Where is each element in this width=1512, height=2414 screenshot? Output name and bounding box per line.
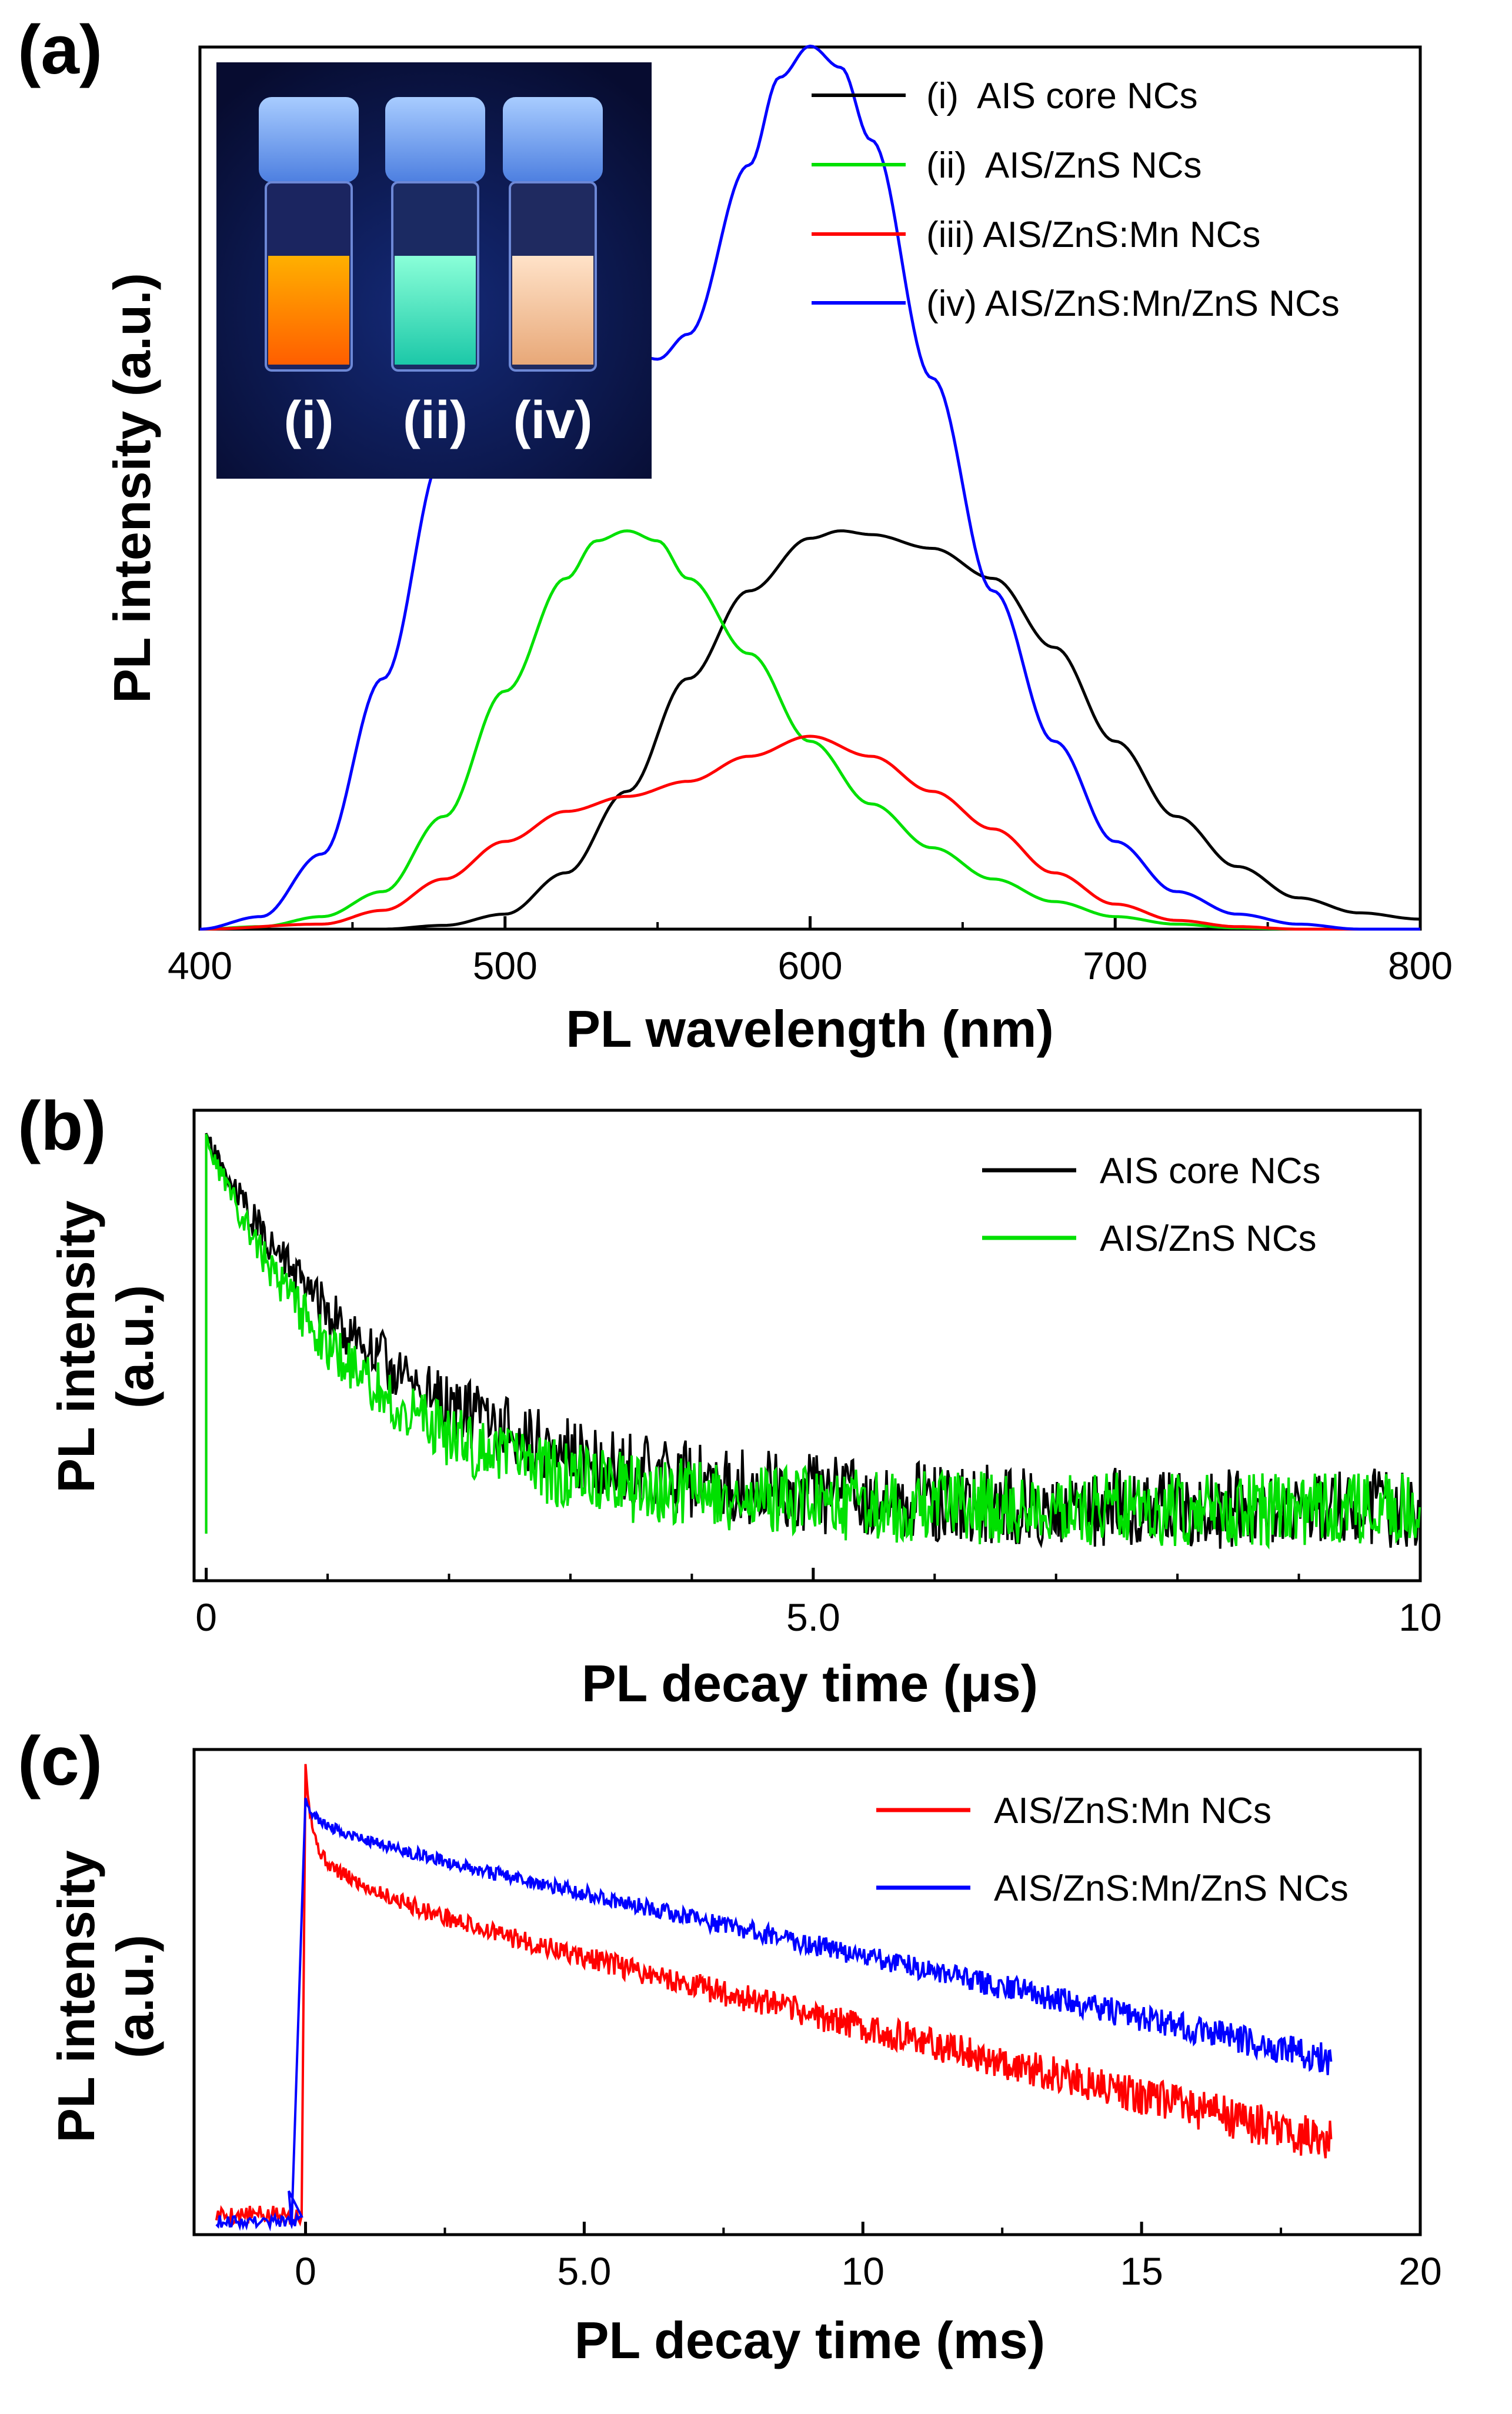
panel-b-x-tick-label: 0 xyxy=(195,1595,217,1639)
panel-a-x-tick-label: 600 xyxy=(777,944,842,987)
panel-b-x-tick-label: 5.0 xyxy=(786,1595,840,1639)
panel-a-legend: (i) AIS core NCs (ii) AIS/ZnS NCs (iii) … xyxy=(812,76,1340,324)
panel-c-x-tick-label: 5.0 xyxy=(558,2249,612,2293)
panel-a-x-tick-label: 500 xyxy=(473,944,538,987)
panel-a-series-line-0 xyxy=(200,529,1421,931)
panel-c-ylabel-line1: PL intensity xyxy=(47,1850,105,2142)
inset-label-i: (i) xyxy=(284,391,334,450)
panel-c-x-tick-labels: 0 5.0 10 15 20 xyxy=(295,2249,1442,2293)
panel-c-label: (c) xyxy=(18,1722,102,1800)
panel-a-series-line-2 xyxy=(200,734,1420,931)
panel-b-series-line-1 xyxy=(205,1134,1421,1550)
panel-a: (a) 400 500 600 700 800 PL wavelength (nm) P… xyxy=(18,11,1453,1058)
panel-c-x-tick-label: 10 xyxy=(842,2249,884,2293)
legend-a-label-i: (i) AIS core NCs xyxy=(926,76,1198,116)
panel-b-x-tick-label: 10 xyxy=(1398,1595,1441,1639)
panel-a-x-tick-labels: 400 500 600 700 800 xyxy=(168,944,1453,987)
panel-b-series-line-0 xyxy=(205,1133,1421,1549)
panel-c: (c) 0 5.0 10 15 20 PL decay time (ms) PL int… xyxy=(18,1722,1442,2369)
legend-a-label-iii: (iii) AIS/ZnS:Mn NCs xyxy=(926,215,1260,255)
vial-iv xyxy=(503,97,603,372)
panel-b-plot-frame xyxy=(192,1108,1422,1582)
panel-b-series xyxy=(205,1133,1421,1550)
legend-c-label-0: AIS/ZnS:Mn NCs xyxy=(994,1791,1271,1831)
panel-b-label: (b) xyxy=(18,1087,106,1165)
panel-b-ylabel-line2: (a.u.) xyxy=(106,1285,164,1408)
panel-a-series xyxy=(199,44,1421,931)
panel-c-series xyxy=(215,1764,1333,2232)
panel-c-series-line-0 xyxy=(215,1764,1333,2228)
panel-a-xlabel: PL wavelength (nm) xyxy=(566,1000,1054,1058)
legend-c-label-1: AIS/ZnS:Mn/ZnS NCs xyxy=(994,1868,1349,1909)
panel-c-legend: AIS/ZnS:Mn NCs AIS/ZnS:Mn/ZnS NCs xyxy=(876,1791,1349,1909)
panel-b-xlabel: PL decay time (μs) xyxy=(582,1654,1038,1712)
panel-a-x-tick-label: 800 xyxy=(1388,944,1453,987)
panel-c-xlabel: PL decay time (ms) xyxy=(575,2311,1045,2369)
panel-a-series-line-3 xyxy=(199,44,1420,931)
panel-b: (b) 0 5.0 10 PL decay time (μs) PL intensi… xyxy=(18,1087,1442,1712)
legend-b-label-1: AIS/ZnS NCs xyxy=(1100,1218,1317,1259)
panel-b-ylabel-line1: PL intensity xyxy=(47,1200,105,1493)
vial-ii xyxy=(385,97,485,372)
panel-a-x-tick-label: 400 xyxy=(168,944,232,987)
panel-b-x-tick-labels: 0 5.0 10 xyxy=(195,1595,1441,1639)
panel-c-x-tick-label: 20 xyxy=(1398,2249,1441,2293)
inset-label-iv: (iv) xyxy=(513,391,593,450)
panel-c-series-line-1 xyxy=(215,1797,1333,2232)
legend-a-label-ii: (ii) AIS/ZnS NCs xyxy=(926,145,1202,186)
panel-c-x-tick-label: 15 xyxy=(1120,2249,1163,2293)
inset-label-ii: (ii) xyxy=(403,391,468,450)
panel-b-x-ticks xyxy=(205,1568,1422,1581)
panel-c-ylabel-line2: (a.u.) xyxy=(106,1935,164,2058)
vial-i xyxy=(259,97,359,372)
panel-c-plot-frame xyxy=(192,1748,1422,2236)
panel-b-legend: AIS core NCs AIS/ZnS NCs xyxy=(982,1151,1321,1259)
panel-a-series-line-1 xyxy=(200,529,1420,931)
panel-c-x-ticks xyxy=(304,2222,1422,2235)
panel-a-label: (a) xyxy=(18,11,102,89)
panel-a-x-tick-label: 700 xyxy=(1083,944,1147,987)
legend-a-label-iv: (iv) AIS/ZnS:Mn/ZnS NCs xyxy=(926,283,1340,324)
panel-c-x-tick-label: 0 xyxy=(295,2249,316,2293)
panel-a-ylabel: PL intensity (a.u.) xyxy=(103,273,161,703)
panel-a-inset-photo: (i) (ii) (iv) xyxy=(216,62,652,479)
legend-b-label-0: AIS core NCs xyxy=(1100,1151,1321,1191)
